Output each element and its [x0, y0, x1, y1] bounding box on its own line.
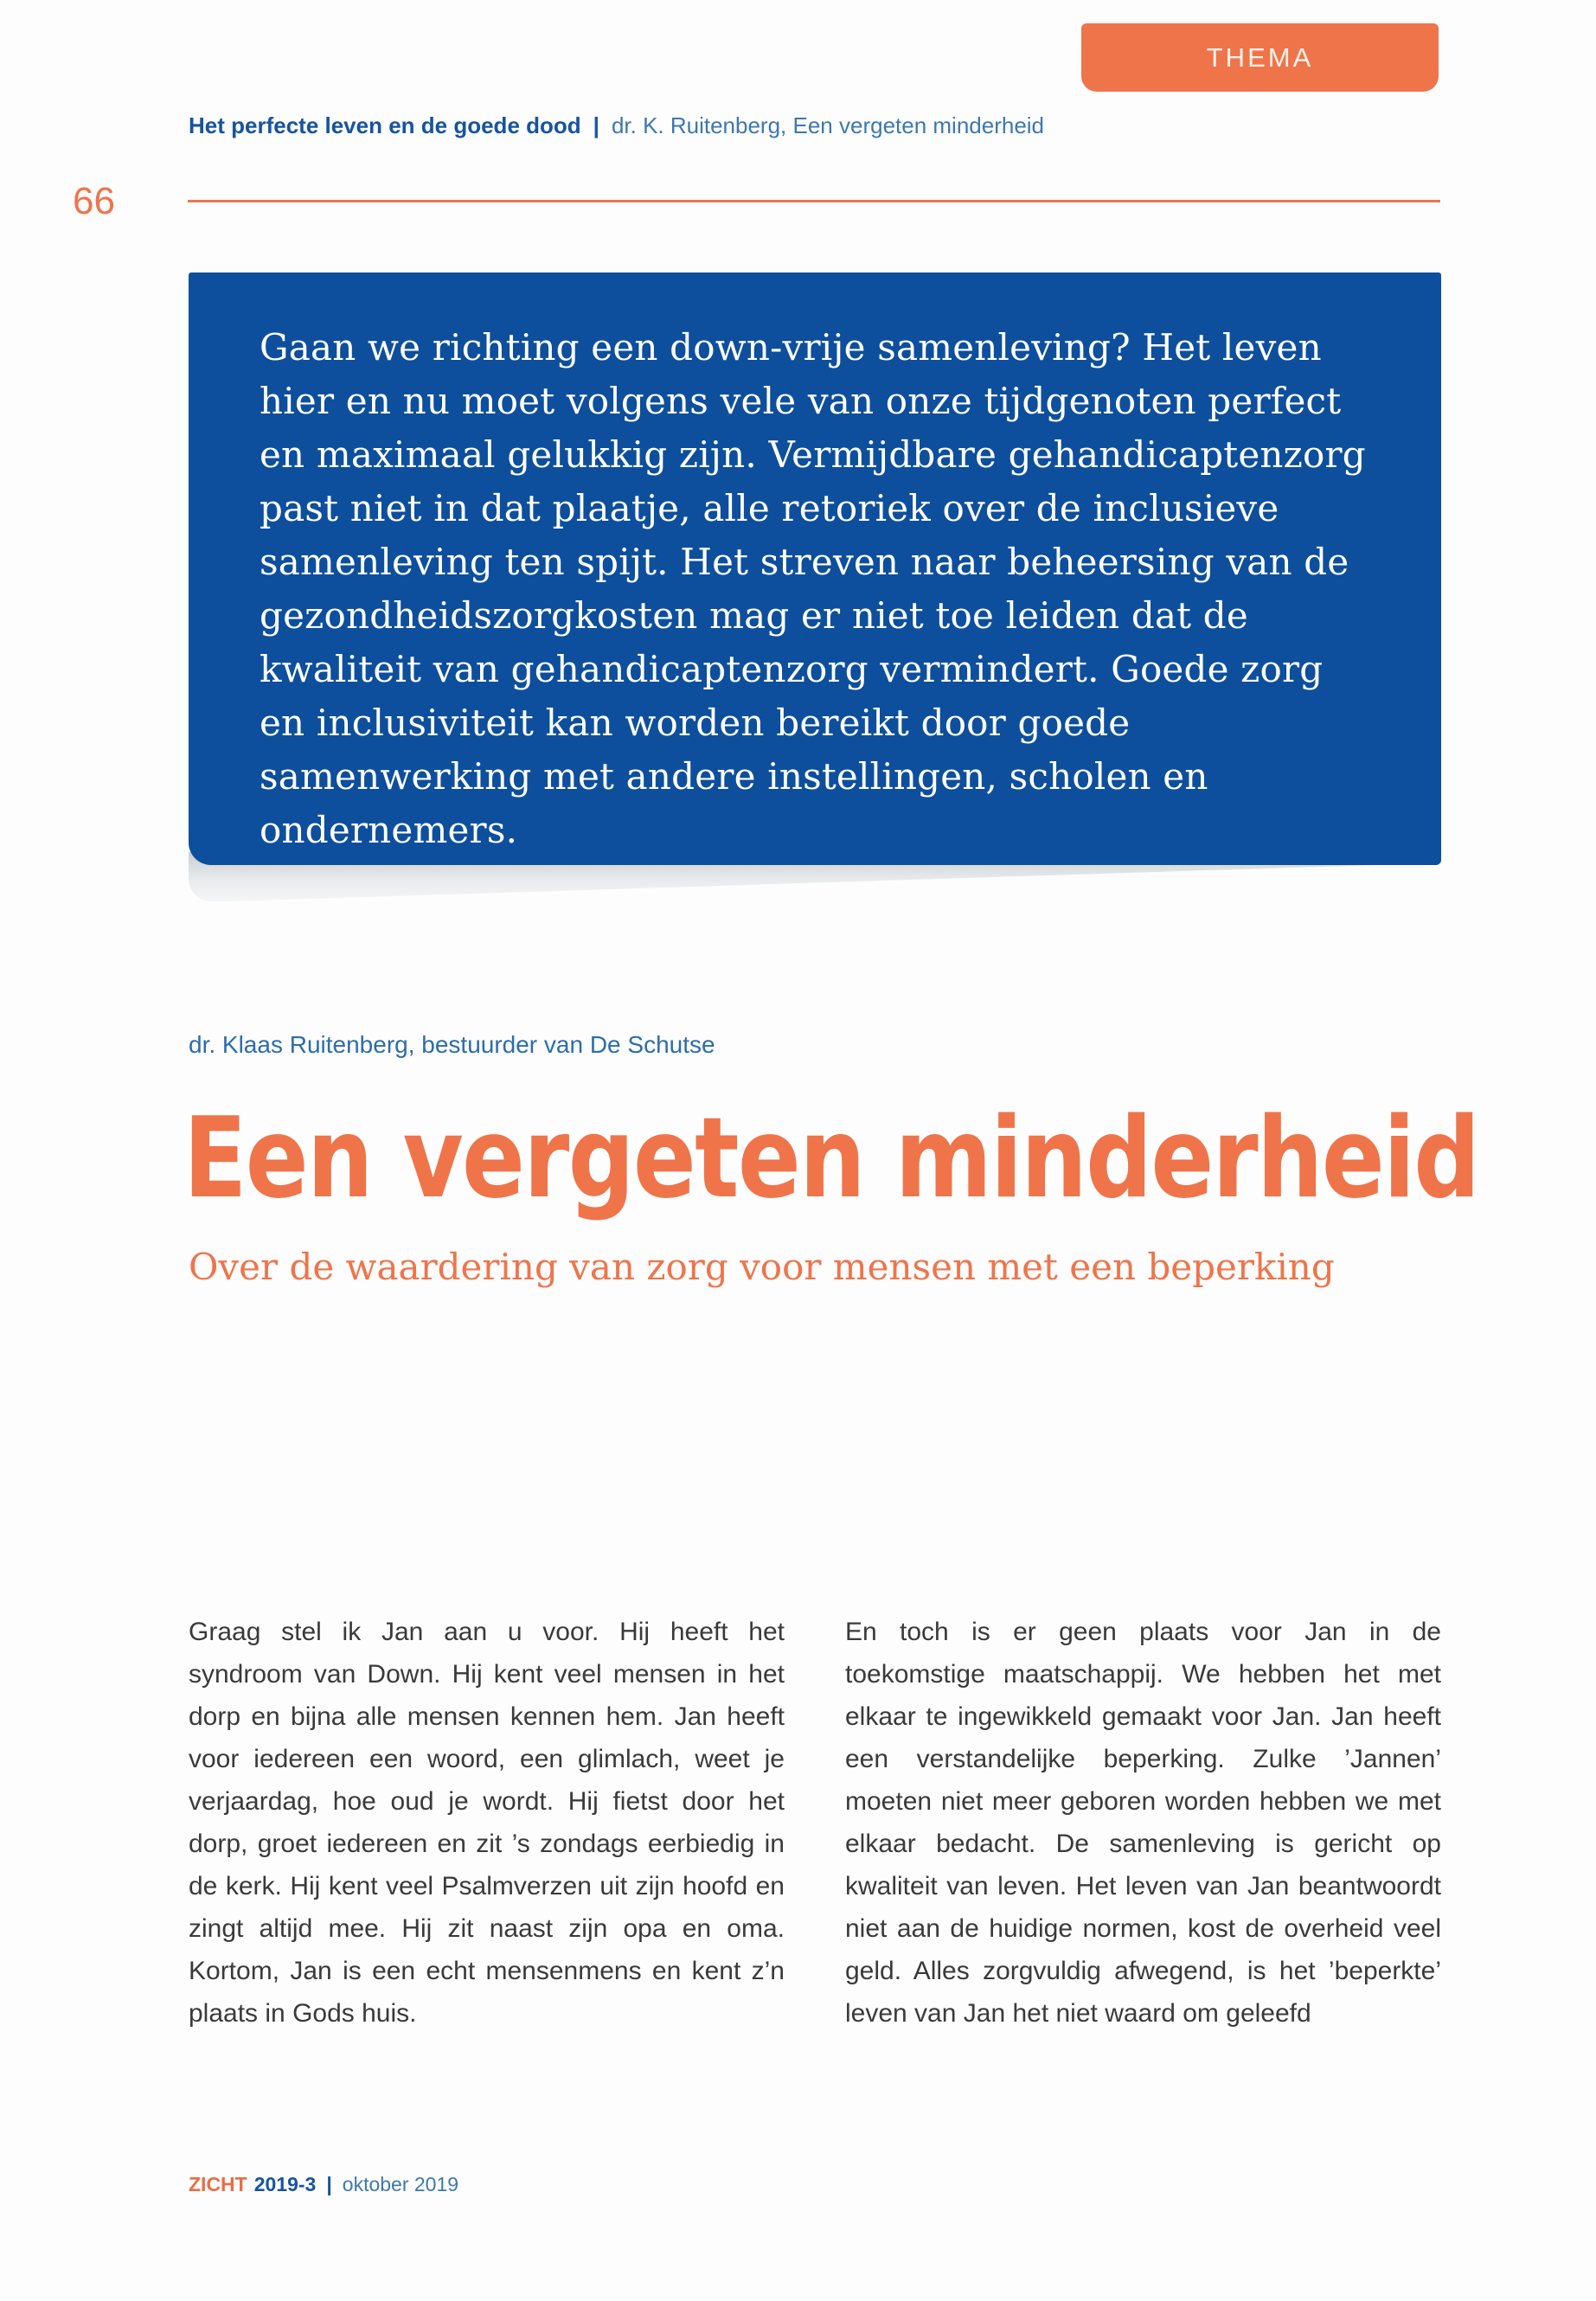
running-header-separator: |	[593, 112, 599, 138]
thema-tab-label: THEMA	[1206, 42, 1314, 73]
footer-date: oktober 2019	[342, 2173, 459, 2195]
footer-brand: ZICHT	[189, 2173, 247, 2195]
thema-tab: THEMA	[1081, 23, 1439, 92]
running-header: Het perfecte leven en de goede dood | dr. …	[189, 111, 1044, 140]
body-column-right: En toch is er geen plaats voor Jan in de…	[845, 1618, 1441, 2028]
running-header-title: Het perfecte leven en de goede dood	[189, 112, 581, 138]
intro-quote-text: Gaan we richting een down-vrije samenlev…	[260, 326, 1366, 851]
article-subtitle: Over de waardering van zorg voor mensen …	[189, 1246, 1335, 1288]
page-number: 66	[73, 180, 115, 222]
footer-separator: |	[326, 2173, 332, 2195]
body-column-left: Graag stel ik Jan aan u voor. Hij heeft …	[189, 1618, 785, 2028]
body-columns: Graag stel ik Jan aan u voor. Hij heeft …	[189, 1611, 1441, 2035]
footer-issue: 2019-3	[253, 2173, 317, 2195]
author-line: dr. Klaas Ruitenberg, bestuurder van De …	[189, 1031, 715, 1058]
running-header-subtitle: dr. K. Ruitenberg, Een vergeten minderhe…	[611, 112, 1045, 138]
page-footer: ZICHT 2019-3 | oktober 2019	[189, 2173, 458, 2196]
article-title: Een vergeten minderheid	[183, 1094, 1480, 1223]
header-rule	[188, 200, 1440, 202]
intro-quote-box: Gaan we richting een down-vrije samenlev…	[189, 272, 1441, 865]
